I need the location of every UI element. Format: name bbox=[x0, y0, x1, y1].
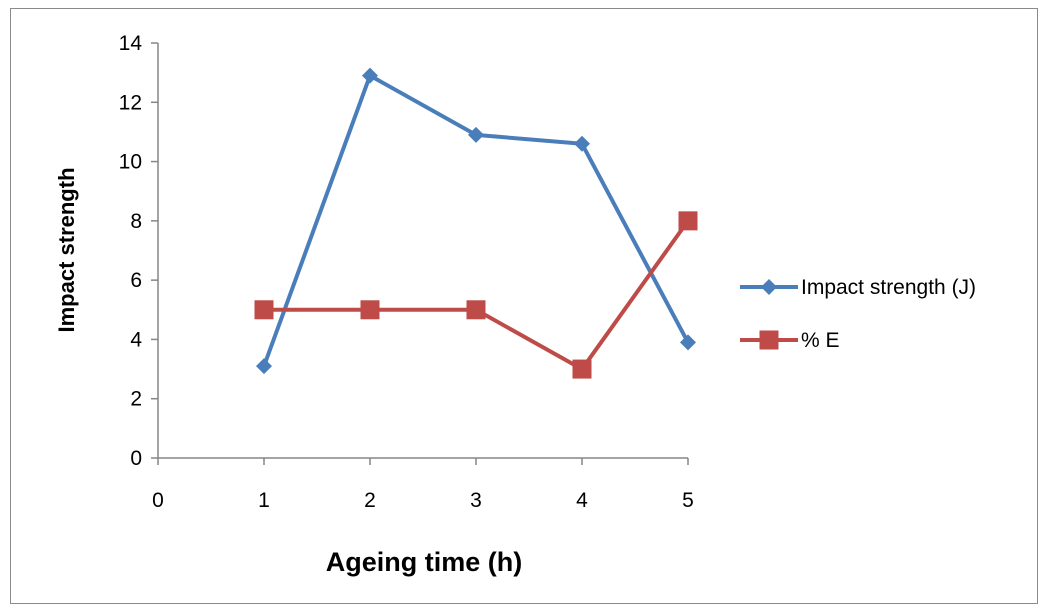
data-point bbox=[468, 126, 484, 143]
x-tick-label: 0 bbox=[152, 489, 164, 512]
series-2-line bbox=[264, 219, 690, 372]
series-1 bbox=[256, 67, 696, 375]
data-point bbox=[360, 300, 380, 320]
y-tick-label: 4 bbox=[130, 328, 142, 351]
legend-marker bbox=[761, 279, 777, 295]
legend-marker bbox=[759, 330, 779, 350]
legend-label: Impact strength (J) bbox=[801, 276, 976, 299]
y-tick-label: 14 bbox=[119, 32, 143, 55]
data-point bbox=[680, 334, 696, 351]
legend-label: % E bbox=[801, 329, 840, 352]
series-2 bbox=[254, 211, 698, 379]
y-tick-label: 2 bbox=[130, 388, 142, 411]
axes bbox=[157, 43, 688, 459]
series-1-line bbox=[262, 73, 690, 367]
data-point bbox=[362, 67, 378, 84]
y-tick-label: 0 bbox=[130, 447, 142, 470]
x-tick-label: 1 bbox=[258, 489, 270, 512]
x-tick-label: 4 bbox=[576, 489, 588, 512]
y-axis-title: Impact strength bbox=[54, 167, 79, 332]
data-point bbox=[466, 300, 486, 320]
x-axis-title: Ageing time (h) bbox=[326, 547, 523, 577]
y-tick-label: 12 bbox=[119, 91, 142, 114]
x-ticks: 0 1 2 3 4 5 bbox=[152, 458, 694, 512]
y-ticks: 0 2 4 6 8 10 12 14 bbox=[119, 32, 158, 470]
data-point bbox=[572, 359, 592, 379]
data-point bbox=[678, 211, 698, 231]
data-point bbox=[254, 300, 274, 320]
chart-frame bbox=[10, 8, 1038, 604]
x-tick-label: 3 bbox=[470, 489, 482, 512]
x-tick-label: 2 bbox=[364, 489, 376, 512]
series-layer bbox=[254, 67, 698, 379]
data-point bbox=[574, 135, 590, 152]
legend-item-2: % E bbox=[740, 329, 840, 352]
x-tick-label: 5 bbox=[682, 489, 694, 512]
y-tick-label: 10 bbox=[119, 151, 142, 174]
y-tick-label: 8 bbox=[130, 210, 142, 233]
legend: Impact strength (J) % E bbox=[740, 276, 976, 352]
data-point bbox=[256, 358, 272, 375]
legend-item-1: Impact strength (J) bbox=[740, 276, 976, 299]
y-tick-label: 6 bbox=[130, 269, 142, 292]
